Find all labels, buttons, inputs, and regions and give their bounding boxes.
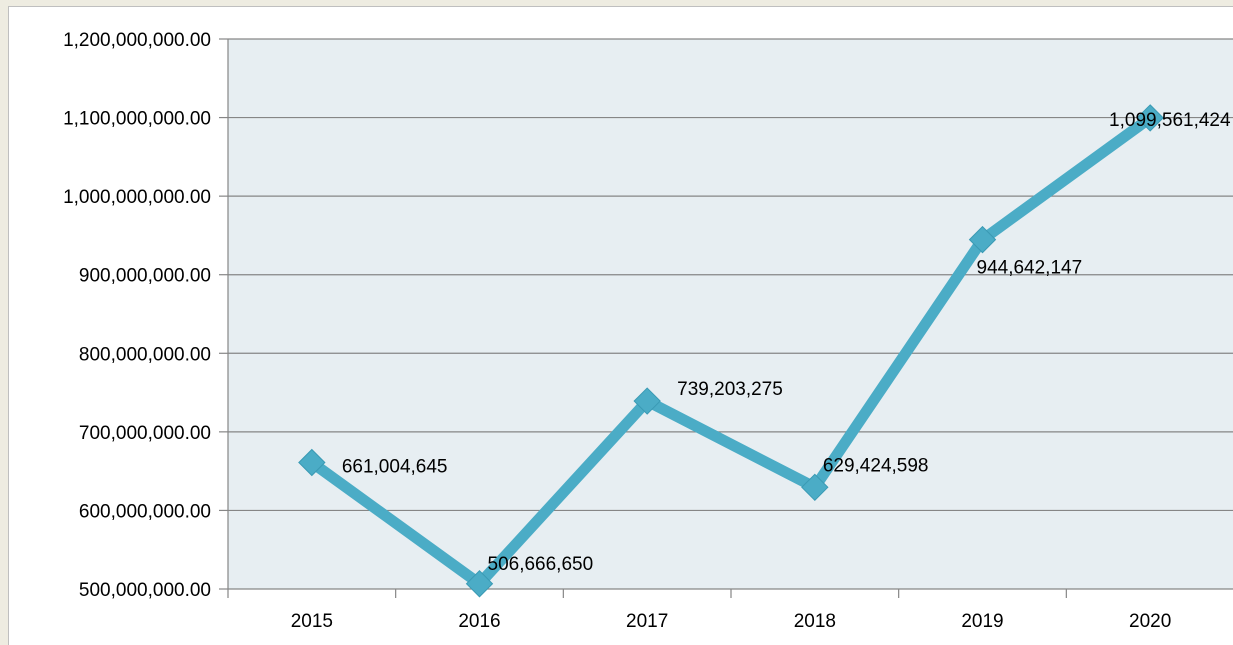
x-tick-labels: 2015 2016 2017 2018 2019 2020 — [291, 611, 1172, 632]
data-label: 629,424,598 — [823, 455, 929, 476]
data-label: 944,642,147 — [977, 258, 1083, 279]
y-tick-label: 800,000,000.00 — [79, 344, 211, 365]
plot-area — [228, 39, 1233, 589]
y-tick-label: 1,100,000,000.00 — [63, 109, 211, 130]
data-point-marker — [633, 387, 661, 415]
x-tick-label: 2019 — [961, 611, 1003, 632]
y-tick-label: 600,000,000.00 — [79, 501, 211, 522]
axes — [219, 38, 1233, 598]
y-tick-label: 500,000,000.00 — [79, 580, 211, 601]
data-point-marker — [968, 225, 997, 254]
data-labels: 661,004,645 506,666,650 739,203,275 629,424… — [342, 110, 1231, 575]
data-label: 506,666,650 — [488, 554, 594, 575]
line-chart: 500,000,000.00 600,000,000.00 700,000,000.… — [63, 30, 1233, 632]
x-tick-label: 2015 — [291, 611, 333, 632]
y-tick-label: 1,200,000,000.00 — [63, 30, 211, 51]
y-tick-label: 900,000,000.00 — [79, 266, 211, 287]
x-tick-label: 2017 — [626, 611, 668, 632]
data-label: 661,004,645 — [342, 456, 448, 477]
y-tick-label: 1,000,000,000.00 — [63, 187, 211, 208]
data-point-marker — [298, 448, 326, 477]
x-tick-label: 2016 — [458, 611, 500, 632]
chart-frame: 500,000,000.00 600,000,000.00 700,000,000.… — [8, 6, 1233, 645]
gridlines — [228, 38, 1233, 512]
y-tick-label: 700,000,000.00 — [79, 423, 211, 444]
x-tick-label: 2020 — [1129, 611, 1171, 632]
series-line — [306, 112, 1156, 590]
series — [298, 104, 1164, 598]
data-point-marker — [801, 473, 829, 502]
data-label: 739,203,275 — [677, 379, 783, 400]
x-tick-label: 2018 — [794, 611, 836, 632]
data-label: 1,099,561,424 — [1109, 110, 1231, 131]
y-tick-labels: 500,000,000.00 600,000,000.00 700,000,000.… — [63, 30, 211, 601]
data-point-marker — [465, 570, 494, 598]
data-point-marker — [1136, 104, 1164, 132]
